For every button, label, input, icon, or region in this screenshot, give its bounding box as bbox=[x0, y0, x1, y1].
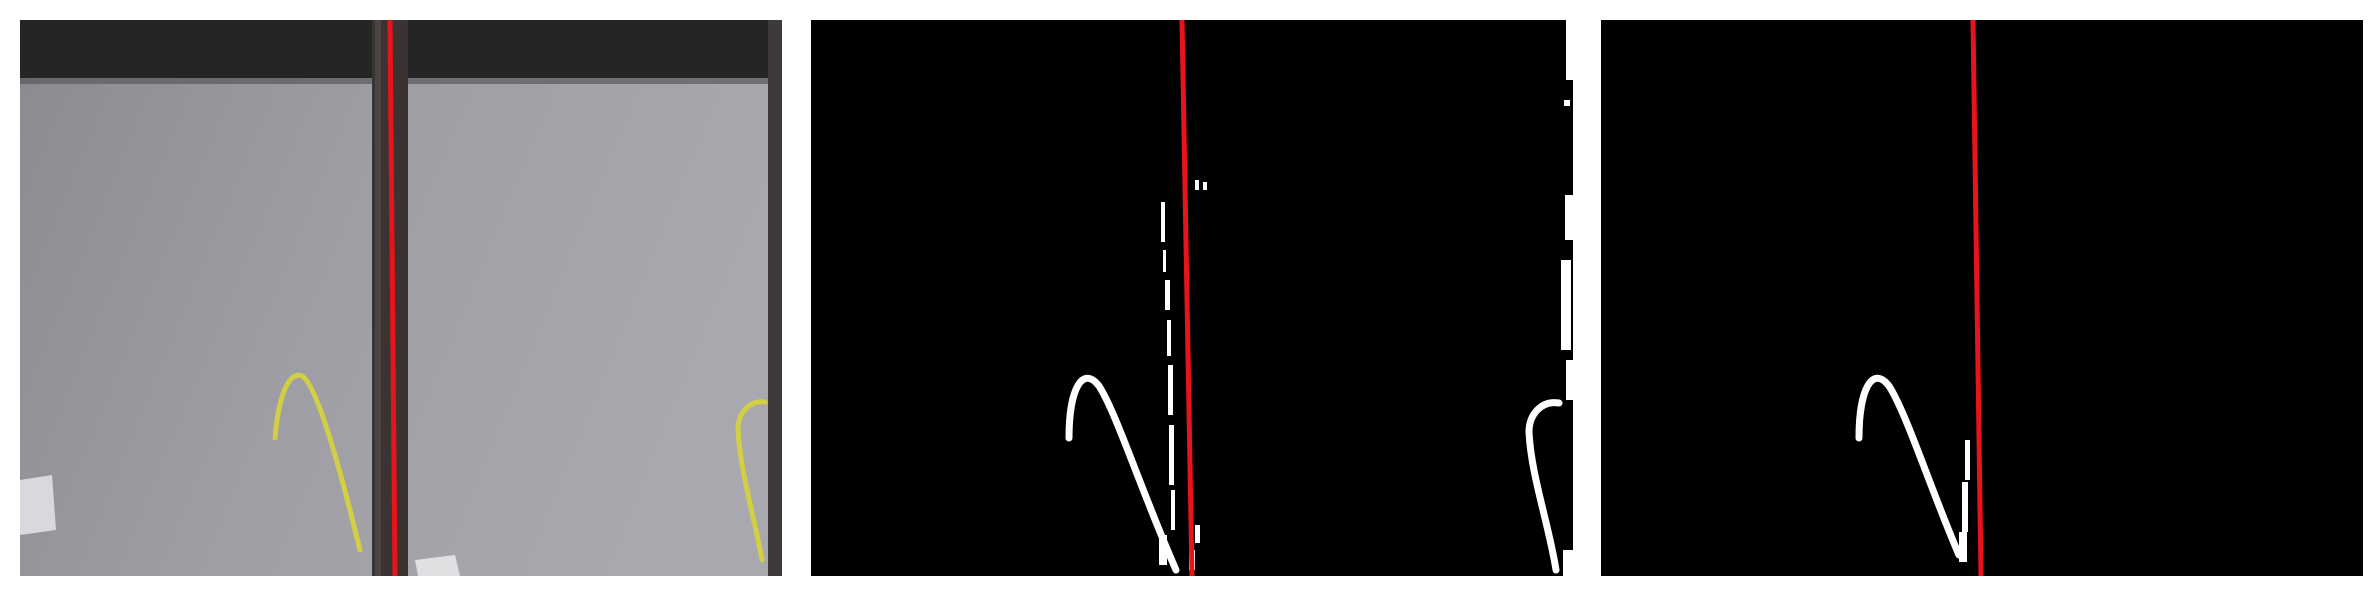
binary-mask-panel bbox=[811, 20, 1573, 576]
left-paper-label bbox=[20, 475, 56, 535]
filtered-remnant bbox=[1959, 440, 1970, 562]
reference-line bbox=[1970, 20, 1984, 576]
left-sprout bbox=[272, 372, 363, 553]
right-sprout bbox=[735, 399, 768, 563]
reference-line bbox=[1179, 20, 1195, 576]
filtered-mask bbox=[1601, 20, 2363, 576]
mask-right-sprout bbox=[1525, 399, 1563, 574]
reference-line bbox=[387, 20, 398, 576]
mask-left-sprout bbox=[1065, 374, 1180, 574]
binary-mask bbox=[811, 20, 1573, 576]
filtered-mask-panel bbox=[1601, 20, 2363, 576]
filtered-sprout bbox=[1855, 374, 1963, 559]
original-photo bbox=[20, 20, 782, 576]
right-edge-pole bbox=[768, 20, 782, 576]
original-photo-panel bbox=[20, 20, 782, 576]
bottom-paper-label bbox=[415, 555, 460, 576]
